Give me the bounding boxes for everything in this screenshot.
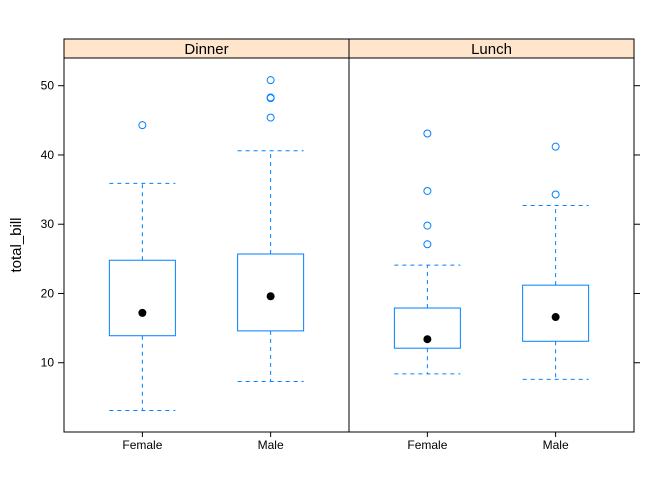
box-dinner-female [108, 259, 176, 337]
median-dot-lunch-female [423, 335, 432, 344]
outlier-dinner-male-0 [266, 113, 275, 122]
strip-label-dinner: Dinner [184, 41, 228, 58]
x-tick-label-dinner-female: Female [122, 438, 162, 452]
outlier-lunch-male-0 [551, 190, 560, 199]
outlier-lunch-male-1 [551, 142, 560, 151]
y-tick-label-50: 50 [41, 79, 55, 93]
panel-frame-lunch [348, 57, 635, 433]
x-tick-label-dinner-male: Male [258, 438, 284, 452]
outlier-lunch-female-3 [423, 129, 432, 138]
y-tick-label-10: 10 [41, 356, 55, 370]
strip-label-lunch: Lunch [471, 41, 512, 58]
median-dot-lunch-male [551, 313, 560, 322]
median-dot-dinner-female [138, 308, 147, 317]
box-lunch-male [522, 284, 590, 342]
outlier-dinner-male-2 [266, 93, 275, 102]
outlier-dinner-female-0 [138, 121, 147, 130]
outlier-lunch-female-2 [423, 186, 432, 195]
y-tick-label-30: 30 [41, 217, 55, 231]
x-tick-label-lunch-male: Male [543, 438, 569, 452]
y-tick-label-20: 20 [41, 286, 55, 300]
panel-frame-dinner [63, 57, 350, 433]
outlier-lunch-female-0 [423, 240, 432, 249]
outlier-lunch-female-1 [423, 221, 432, 230]
box-lunch-female [393, 307, 461, 349]
median-dot-dinner-male [266, 292, 275, 301]
y-axis-title: total_bill [8, 217, 25, 272]
outlier-dinner-male-3 [266, 76, 275, 85]
box-dinner-male [237, 253, 305, 332]
x-tick-label-lunch-female: Female [407, 438, 447, 452]
y-tick-label-40: 40 [41, 148, 55, 162]
